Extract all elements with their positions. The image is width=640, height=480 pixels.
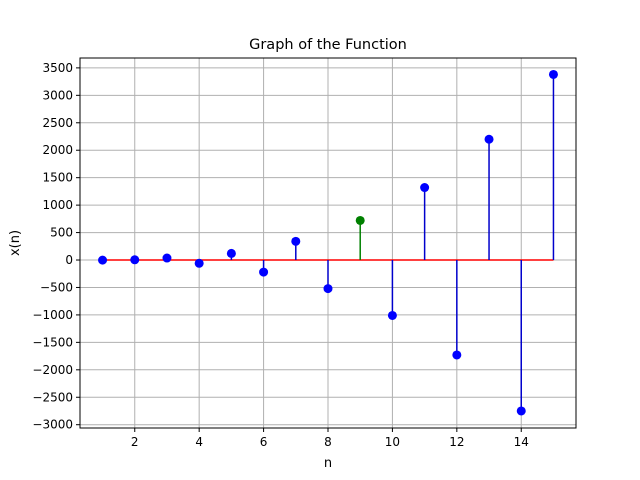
y-tick-label: 500 <box>50 226 73 240</box>
stem-marker <box>484 134 494 144</box>
stem-marker <box>387 310 397 320</box>
y-tick-label: −1000 <box>32 308 73 322</box>
x-axis-label: n <box>324 456 332 471</box>
x-tick-label: 10 <box>385 435 400 449</box>
stem-marker <box>194 258 204 268</box>
y-tick-label: 2000 <box>42 143 73 157</box>
stem-marker <box>355 215 365 225</box>
y-tick-label: 1000 <box>42 198 73 212</box>
axis-ticks: 2 4 6 8 10 12 14 −3000 −2500 −2000 −1500 −1000 −500 0… <box>32 61 528 449</box>
y-tick-label: −1500 <box>32 335 73 349</box>
y-tick-label: 0 <box>65 253 73 267</box>
y-tick-label: 1500 <box>42 171 73 185</box>
x-tick-label: 2 <box>131 435 139 449</box>
y-tick-label: −3000 <box>32 418 73 432</box>
y-tick-label: −500 <box>40 280 73 294</box>
chart-title: Graph of the Function <box>249 37 407 53</box>
stem-marker <box>162 253 172 263</box>
y-tick-label: −2500 <box>32 390 73 404</box>
y-axis-label: x(n) <box>8 230 23 256</box>
stem-marker <box>420 183 430 193</box>
stem-marker <box>130 255 140 265</box>
x-tick-label: 14 <box>514 435 529 449</box>
stem-marker <box>259 267 269 277</box>
x-tick-label: 8 <box>324 435 332 449</box>
markers-layer <box>98 69 558 416</box>
stem-marker <box>226 248 236 258</box>
y-tick-label: 2500 <box>42 116 73 130</box>
y-tick-label: 3000 <box>42 88 73 102</box>
stem-marker <box>452 350 462 360</box>
stem-marker <box>291 236 301 246</box>
stem-marker <box>323 284 333 294</box>
x-tick-label: 4 <box>195 435 203 449</box>
y-tick-label: 3500 <box>42 61 73 75</box>
y-tick-label: −2000 <box>32 363 73 377</box>
stem-marker <box>548 69 558 79</box>
x-tick-label: 6 <box>260 435 268 449</box>
stem-marker <box>516 406 526 416</box>
stem-marker <box>98 255 108 265</box>
x-tick-label: 12 <box>449 435 464 449</box>
